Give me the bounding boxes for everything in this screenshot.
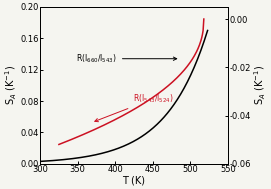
Text: R(I$_{660}$/I$_{543}$): R(I$_{660}$/I$_{543}$) <box>76 53 177 65</box>
Y-axis label: S$_A$ (K$^{-1}$): S$_A$ (K$^{-1}$) <box>4 65 19 105</box>
X-axis label: T (K): T (K) <box>122 176 146 186</box>
Y-axis label: S$_A$ (K$^{-1}$): S$_A$ (K$^{-1}$) <box>252 65 267 105</box>
Text: R(I$_{543}$/I$_{524}$): R(I$_{543}$/I$_{524}$) <box>95 92 174 122</box>
